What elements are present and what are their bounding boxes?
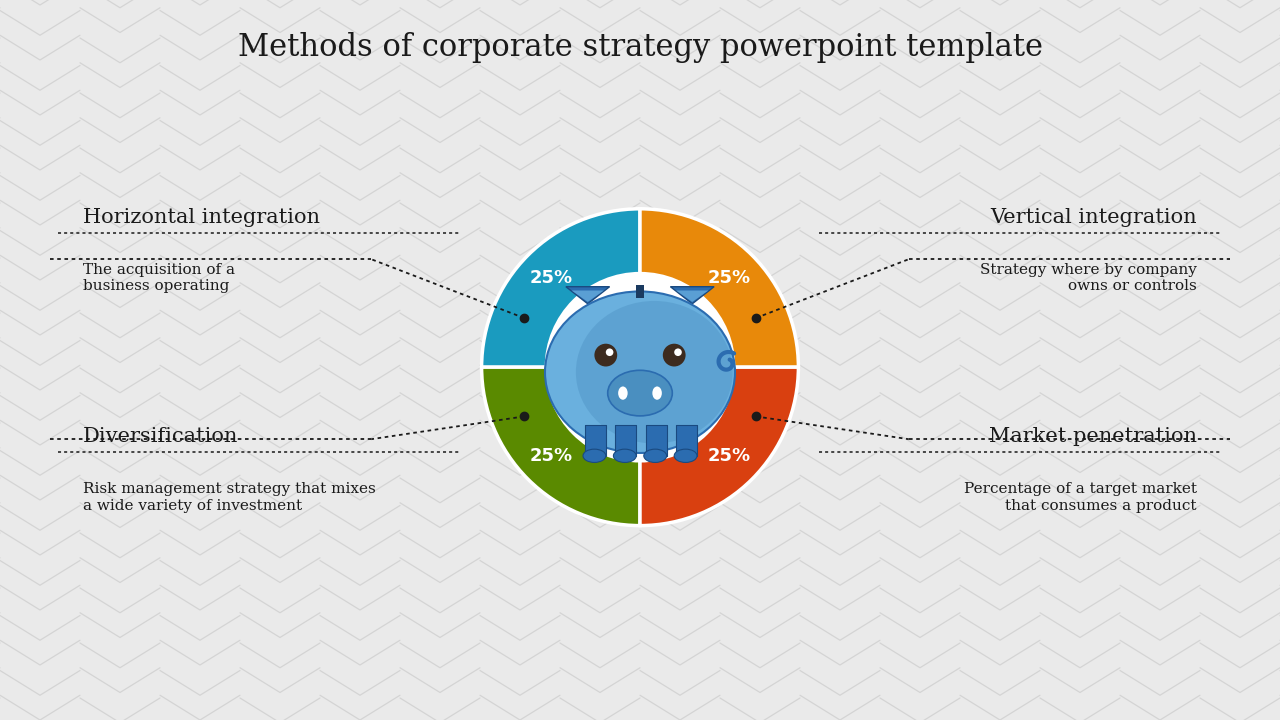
Text: Market penetration: Market penetration	[989, 428, 1197, 446]
Bar	[616, 426, 636, 456]
Ellipse shape	[618, 387, 627, 400]
Polygon shape	[572, 290, 604, 302]
Circle shape	[663, 343, 686, 366]
Circle shape	[675, 348, 682, 356]
Text: 25%: 25%	[708, 447, 750, 465]
Ellipse shape	[576, 301, 732, 444]
Text: Risk management strategy that mixes
a wide variety of investment: Risk management strategy that mixes a wi…	[83, 482, 376, 513]
Ellipse shape	[582, 449, 605, 462]
Bar	[676, 426, 698, 456]
Wedge shape	[481, 367, 640, 526]
Text: Methods of corporate strategy powerpoint template: Methods of corporate strategy powerpoint…	[238, 32, 1042, 63]
Circle shape	[547, 274, 733, 461]
Text: Horizontal integration: Horizontal integration	[83, 208, 320, 227]
Bar	[645, 426, 667, 456]
Text: The acquisition of a
business operating: The acquisition of a business operating	[83, 263, 236, 293]
Ellipse shape	[608, 370, 672, 416]
Wedge shape	[481, 209, 640, 367]
Bar	[636, 285, 644, 298]
Ellipse shape	[644, 449, 667, 462]
Ellipse shape	[545, 292, 735, 453]
Text: 25%: 25%	[530, 269, 572, 287]
Circle shape	[605, 348, 613, 356]
Bar	[585, 426, 605, 456]
Text: 25%: 25%	[708, 269, 750, 287]
Text: 25%: 25%	[530, 447, 572, 465]
Text: Strategy where by company
owns or controls: Strategy where by company owns or contro…	[980, 263, 1197, 293]
Polygon shape	[671, 287, 714, 304]
Wedge shape	[640, 367, 799, 526]
Polygon shape	[676, 290, 708, 302]
Wedge shape	[640, 209, 799, 367]
Circle shape	[594, 343, 617, 366]
Ellipse shape	[613, 449, 636, 462]
Text: Percentage of a target market
that consumes a product: Percentage of a target market that consu…	[964, 482, 1197, 513]
Text: Diversification: Diversification	[83, 428, 238, 446]
Polygon shape	[566, 287, 609, 304]
Ellipse shape	[675, 449, 698, 462]
Text: Vertical integration: Vertical integration	[991, 208, 1197, 227]
Ellipse shape	[653, 387, 662, 400]
